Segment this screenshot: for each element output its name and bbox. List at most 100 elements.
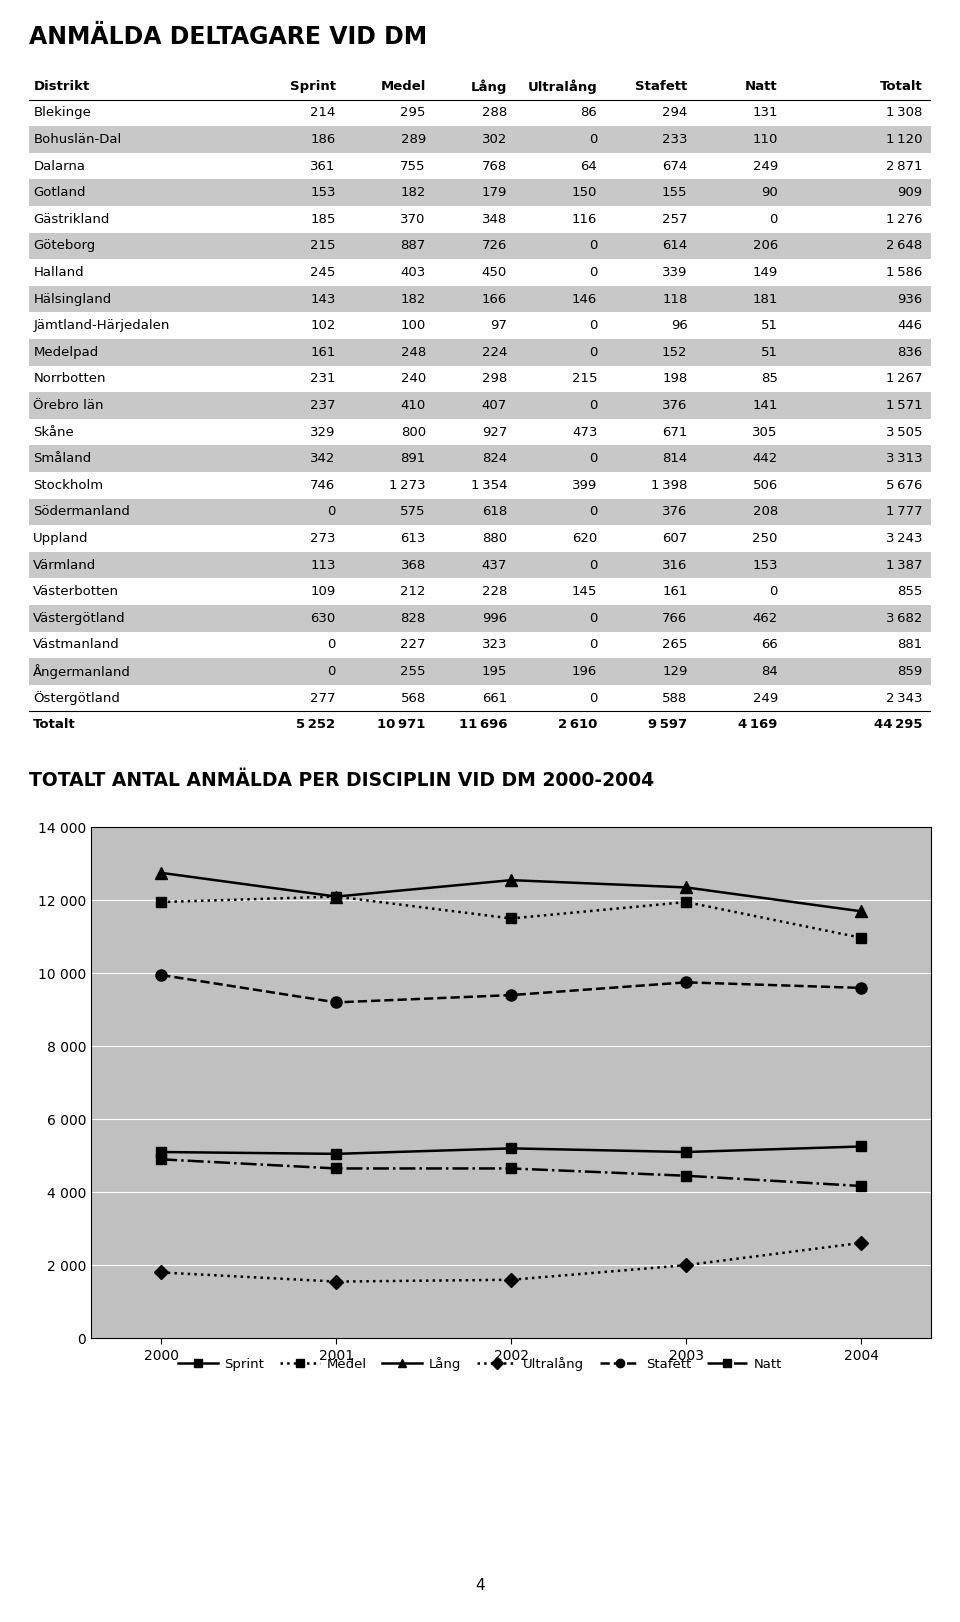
Text: Stafett: Stafett	[636, 79, 687, 92]
Text: 1 586: 1 586	[886, 266, 923, 279]
Bar	[29, 152, 931, 180]
Text: 143: 143	[310, 292, 336, 305]
Text: 146: 146	[572, 292, 597, 305]
Line: Ultralång: Ultralång	[156, 1238, 866, 1286]
Text: 11 696: 11 696	[459, 719, 507, 732]
Text: 342: 342	[310, 453, 336, 466]
Text: 240: 240	[400, 373, 426, 386]
Text: 257: 257	[662, 212, 687, 225]
Bar	[29, 659, 931, 684]
Natt	[855, 1176, 867, 1195]
Line: Stafett: Stafett	[156, 970, 867, 1007]
Text: 228: 228	[482, 586, 507, 599]
Text: 64: 64	[581, 159, 597, 172]
Text: 588: 588	[662, 691, 687, 704]
Text: Distrikt: Distrikt	[34, 79, 89, 92]
Sprint	[855, 1137, 867, 1156]
Bar	[29, 472, 931, 498]
Ultralång	[855, 1233, 867, 1252]
Bar	[29, 579, 931, 605]
Text: Östergötland: Östergötland	[34, 691, 120, 706]
Text: 250: 250	[753, 532, 778, 545]
Bar	[29, 551, 931, 579]
Text: 113: 113	[310, 558, 336, 571]
Text: 152: 152	[662, 345, 687, 358]
Medel	[156, 892, 167, 912]
Text: 891: 891	[400, 453, 426, 466]
Text: 145: 145	[572, 586, 597, 599]
Text: 5 676: 5 676	[886, 478, 923, 491]
Text: 442: 442	[753, 453, 778, 466]
Text: 399: 399	[572, 478, 597, 491]
Text: Västerbotten: Västerbotten	[34, 586, 119, 599]
Text: 249: 249	[753, 691, 778, 704]
Text: 294: 294	[662, 107, 687, 120]
Line: Lång: Lång	[156, 868, 867, 916]
Stafett	[855, 978, 867, 998]
Text: Gästrikland: Gästrikland	[34, 212, 109, 225]
Text: 671: 671	[662, 425, 687, 438]
Text: 1 777: 1 777	[885, 506, 923, 519]
Text: 800: 800	[400, 425, 426, 438]
Ultralång	[156, 1262, 167, 1281]
Text: 1 276: 1 276	[886, 212, 923, 225]
Text: 881: 881	[897, 639, 923, 652]
Text: 181: 181	[753, 292, 778, 305]
Bar	[29, 631, 931, 659]
Text: Totalt: Totalt	[34, 719, 76, 732]
Bar	[29, 260, 931, 285]
Text: 86: 86	[581, 107, 597, 120]
Text: 255: 255	[400, 665, 426, 678]
Text: 410: 410	[400, 399, 426, 412]
Text: 1 387: 1 387	[886, 558, 923, 571]
Text: 302: 302	[482, 133, 507, 146]
Bar	[29, 526, 931, 551]
Text: 231: 231	[310, 373, 336, 386]
Text: 0: 0	[588, 133, 597, 146]
Text: 248: 248	[400, 345, 426, 358]
Text: 0: 0	[588, 345, 597, 358]
Text: 0: 0	[327, 665, 336, 678]
Text: 2 343: 2 343	[886, 691, 923, 704]
Text: 1 273: 1 273	[389, 478, 426, 491]
Sprint	[506, 1139, 517, 1158]
Bar	[29, 127, 931, 152]
Natt	[330, 1158, 342, 1178]
Bar	[29, 605, 931, 631]
Text: 936: 936	[897, 292, 923, 305]
Text: 100: 100	[400, 320, 426, 333]
Text: 339: 339	[662, 266, 687, 279]
Text: 233: 233	[662, 133, 687, 146]
Text: 289: 289	[400, 133, 426, 146]
Text: Medelpad: Medelpad	[34, 345, 99, 358]
Text: 277: 277	[310, 691, 336, 704]
Text: 198: 198	[662, 373, 687, 386]
Sprint	[330, 1144, 342, 1163]
Text: 674: 674	[662, 159, 687, 172]
Lång	[506, 871, 517, 890]
Lång	[855, 902, 867, 921]
Text: 96: 96	[671, 320, 687, 333]
Text: 607: 607	[662, 532, 687, 545]
Text: 273: 273	[310, 532, 336, 545]
Text: 407: 407	[482, 399, 507, 412]
Text: 2 871: 2 871	[886, 159, 923, 172]
Text: 1 267: 1 267	[886, 373, 923, 386]
Text: 3 313: 3 313	[885, 453, 923, 466]
Legend: Sprint, Medel, Lång, Ultralång, Stafett, Natt: Sprint, Medel, Lång, Ultralång, Stafett,…	[179, 1358, 781, 1371]
Text: 927: 927	[482, 425, 507, 438]
Text: 996: 996	[482, 611, 507, 624]
Text: Sprint: Sprint	[290, 79, 336, 92]
Text: Örebro län: Örebro län	[34, 399, 104, 412]
Lång	[681, 878, 692, 897]
Text: 370: 370	[400, 212, 426, 225]
Text: 0: 0	[769, 212, 778, 225]
Text: 348: 348	[482, 212, 507, 225]
Text: 166: 166	[482, 292, 507, 305]
Text: 214: 214	[310, 107, 336, 120]
Text: 630: 630	[310, 611, 336, 624]
Stafett	[506, 985, 517, 1004]
Text: 2 648: 2 648	[886, 240, 923, 253]
Text: 855: 855	[897, 586, 923, 599]
Text: 0: 0	[588, 691, 597, 704]
